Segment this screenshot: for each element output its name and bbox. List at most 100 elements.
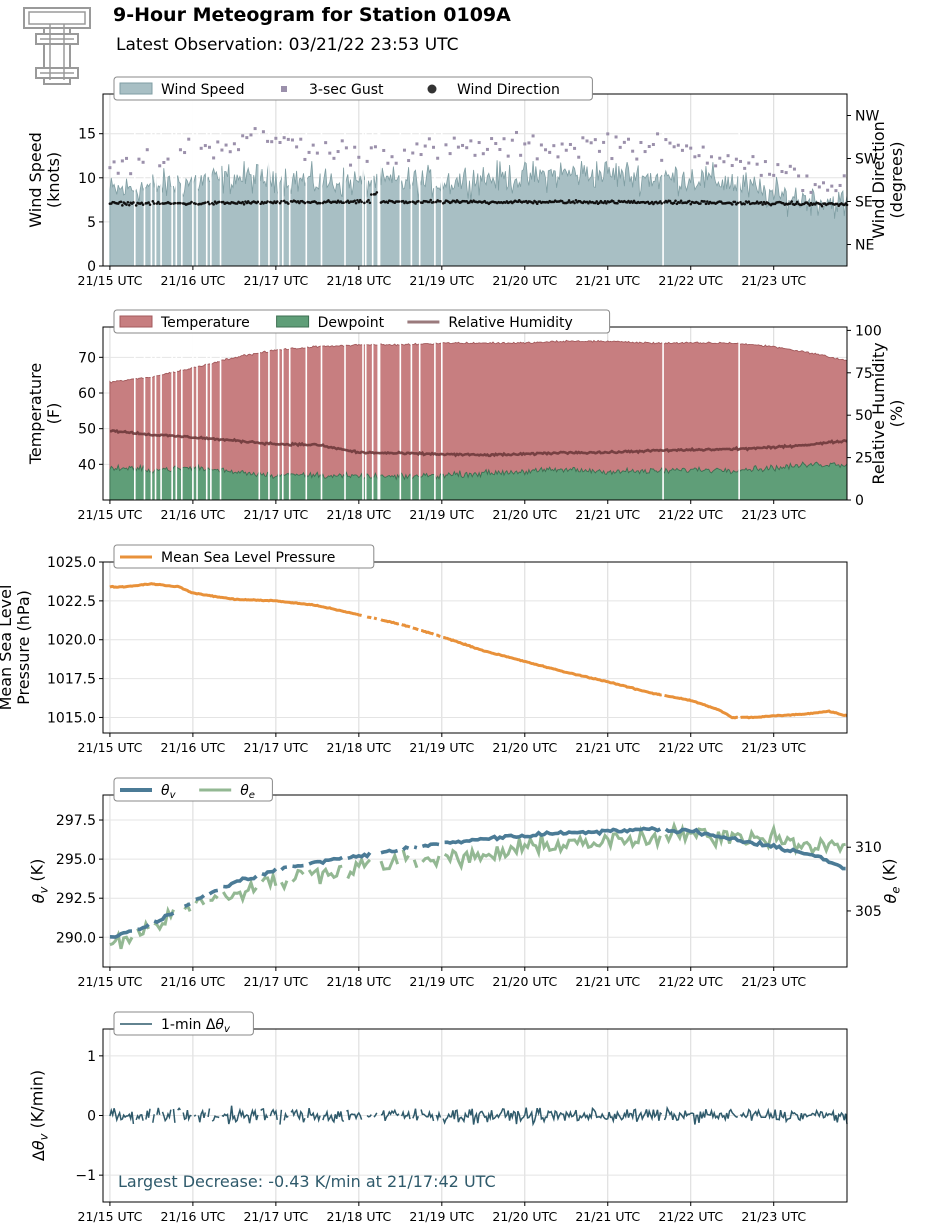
missing-data-gap bbox=[320, 327, 323, 500]
panel-mslp: 21/15 UTC 21/16 UTC 21/17 UTC 21/18 UTC 21/1… bbox=[0, 544, 848, 755]
gust-point bbox=[502, 137, 506, 141]
wind-direction-point bbox=[140, 201, 144, 205]
gust-point bbox=[618, 145, 622, 149]
x-tick-label: 21/22 UTC bbox=[658, 740, 723, 755]
wind-direction-point bbox=[173, 201, 177, 205]
gust-point bbox=[494, 142, 498, 146]
missing-data-gap bbox=[371, 94, 374, 266]
wind-direction-point bbox=[303, 201, 307, 205]
gust-point bbox=[461, 143, 465, 147]
x-tick-label: 21/19 UTC bbox=[409, 273, 474, 288]
x-tick-label: 21/19 UTC bbox=[409, 974, 474, 989]
legend-swatch bbox=[276, 315, 310, 328]
gust-point bbox=[639, 140, 643, 144]
gust-point bbox=[693, 155, 697, 159]
wind-direction-point bbox=[795, 200, 799, 204]
gust-point bbox=[838, 183, 842, 187]
x-tick-label: 21/16 UTC bbox=[160, 1209, 225, 1224]
legend-swatch bbox=[427, 84, 437, 94]
gust-point bbox=[178, 148, 182, 152]
missing-data-gap bbox=[210, 327, 212, 500]
x-tick-label: 21/15 UTC bbox=[78, 1209, 143, 1224]
page-title: 9-Hour Meteogram for Station 0109A bbox=[113, 4, 511, 26]
right-y-tick-label: 50 bbox=[855, 408, 873, 424]
legend-label: Mean Sea Level Pressure bbox=[161, 550, 335, 566]
wind-direction-point bbox=[650, 200, 654, 204]
missing-data-gap bbox=[219, 327, 222, 500]
gust-point bbox=[668, 141, 672, 145]
gust-point bbox=[776, 163, 780, 167]
gust-point bbox=[357, 155, 361, 159]
wind-direction-point bbox=[397, 200, 401, 203]
gust-point bbox=[452, 136, 456, 140]
gust-point bbox=[701, 145, 705, 149]
gust-point bbox=[826, 188, 830, 192]
y-tick-label: 50 bbox=[78, 422, 96, 438]
y-axis-label: (knots) bbox=[44, 152, 63, 208]
gust-point bbox=[556, 155, 560, 159]
missing-data-gap bbox=[205, 94, 208, 266]
gust-point bbox=[299, 137, 303, 141]
x-tick-label: 21/21 UTC bbox=[575, 507, 640, 522]
wind-direction-point bbox=[242, 202, 246, 206]
wind-direction-point bbox=[353, 199, 356, 203]
missing-data-gap bbox=[196, 94, 198, 266]
gust-point bbox=[651, 143, 655, 147]
missing-data-gap bbox=[192, 94, 194, 266]
missing-data-gap bbox=[738, 327, 740, 500]
missing-data-gap bbox=[288, 327, 291, 500]
gust-point bbox=[311, 143, 315, 147]
gust-point bbox=[631, 149, 635, 153]
gust-point bbox=[685, 144, 689, 148]
y-axis-label: Pressure (hPa) bbox=[14, 590, 33, 705]
gust-point bbox=[780, 170, 784, 174]
y-tick-label: 15 bbox=[78, 127, 96, 143]
wind-direction-point bbox=[428, 200, 431, 204]
wind-direction-point bbox=[179, 201, 182, 205]
missing-data-gap bbox=[268, 94, 270, 266]
wind-direction-point bbox=[287, 202, 290, 205]
x-tick-label: 21/23 UTC bbox=[741, 507, 806, 522]
x-tick-label: 21/20 UTC bbox=[492, 740, 557, 755]
gust-point bbox=[125, 156, 129, 160]
missing-data-gap bbox=[434, 327, 436, 500]
wind-direction-point bbox=[374, 192, 377, 196]
missing-data-gap bbox=[344, 94, 346, 266]
legend-swatch bbox=[281, 86, 287, 92]
wind-direction-point bbox=[386, 201, 390, 204]
missing-data-gap bbox=[288, 94, 291, 266]
gust-point bbox=[344, 146, 348, 150]
wind-direction-point bbox=[354, 201, 358, 205]
y-tick-label: −1 bbox=[75, 1168, 96, 1184]
wind-direction-point bbox=[743, 202, 746, 206]
gust-point bbox=[514, 130, 518, 134]
y-tick-label: 1025.0 bbox=[47, 555, 96, 571]
x-tick-label: 21/15 UTC bbox=[78, 740, 143, 755]
x-tick-label: 21/19 UTC bbox=[409, 740, 474, 755]
gust-point bbox=[552, 144, 556, 148]
missing-data-gap bbox=[175, 327, 178, 500]
missing-data-gap bbox=[281, 327, 284, 500]
gust-point bbox=[477, 141, 481, 145]
y-tick-label: 5 bbox=[87, 215, 96, 231]
missing-data-gap bbox=[160, 94, 162, 266]
x-tick-label: 21/21 UTC bbox=[575, 740, 640, 755]
gust-point bbox=[166, 157, 170, 161]
gust-point bbox=[112, 160, 116, 164]
wind-direction-point bbox=[739, 201, 742, 204]
gust-point bbox=[797, 174, 801, 178]
missing-data-gap bbox=[305, 327, 308, 500]
plot-frame bbox=[102, 794, 848, 968]
gust-point bbox=[821, 181, 825, 185]
gust-point bbox=[531, 134, 535, 138]
gust-point bbox=[137, 157, 141, 161]
wind-direction-point bbox=[535, 202, 539, 205]
gust-point bbox=[245, 136, 249, 140]
gust-point bbox=[158, 164, 162, 168]
y-tick-label: 1015.0 bbox=[47, 710, 96, 726]
wind-direction-point bbox=[688, 199, 691, 203]
gust-point bbox=[585, 139, 589, 143]
x-tick-label: 21/20 UTC bbox=[492, 974, 557, 989]
y-tick-label: 290.0 bbox=[56, 930, 96, 946]
wind-direction-point bbox=[820, 204, 824, 208]
